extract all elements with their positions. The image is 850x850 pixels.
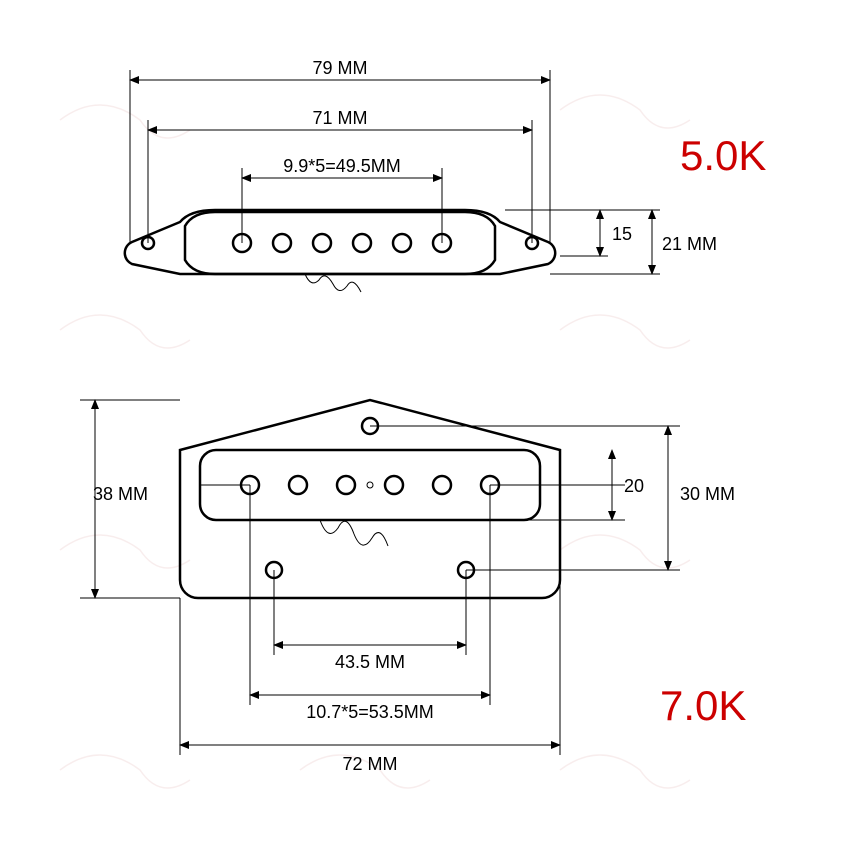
neck-pickup-diagram: 79 MM 71 MM 9.9*5=49.5MM 15 21 MM xyxy=(125,58,767,292)
bridge-plate-width-label: 72 MM xyxy=(342,754,397,774)
dim-bridge-screw-x: 43.5 MM xyxy=(274,570,466,672)
neck-flange-height-label: 21 MM xyxy=(662,234,717,254)
bridge-pole-span-label: 10.7*5=53.5MM xyxy=(306,702,434,722)
dim-neck-pole: 9.9*5=49.5MM xyxy=(242,156,442,243)
neck-pole-pieces xyxy=(233,234,451,252)
bridge-resistance-label: 7.0K xyxy=(660,682,746,729)
neck-screw-spacing-label: 71 MM xyxy=(312,108,367,128)
bridge-height-label: 38 MM xyxy=(93,484,148,504)
bridge-pole-height-label: 20 xyxy=(624,476,644,496)
neck-body-height-label: 15 xyxy=(612,224,632,244)
neck-pole-span-label: 9.9*5=49.5MM xyxy=(283,156,401,176)
neck-overall-width-label: 79 MM xyxy=(312,58,367,78)
bridge-screw-x-label: 43.5 MM xyxy=(335,652,405,672)
neck-resistance-label: 5.0K xyxy=(680,132,766,179)
watermark xyxy=(60,95,690,788)
dim-bridge-plate: 72 MM xyxy=(180,580,560,774)
dim-neck-overall: 79 MM xyxy=(130,58,550,243)
bridge-screw-drop-label: 30 MM xyxy=(680,484,735,504)
bridge-pickup-diagram: 38 MM 20 30 MM 43.5 MM 10.7*5= xyxy=(80,400,746,774)
bridge-pole-pieces xyxy=(241,476,499,494)
